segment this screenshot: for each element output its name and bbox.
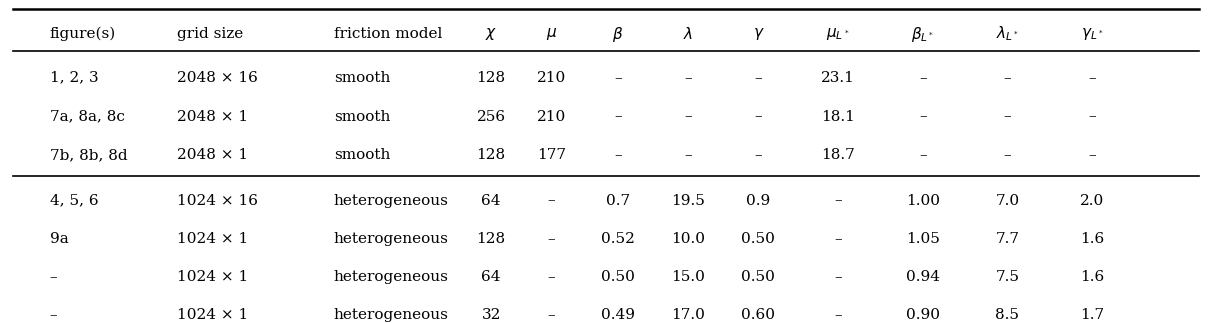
Text: –: – [755, 109, 762, 123]
Text: –: – [614, 109, 622, 123]
Text: 1.05: 1.05 [905, 233, 939, 246]
Text: 64: 64 [481, 270, 501, 284]
Text: –: – [614, 71, 622, 85]
Text: 0.60: 0.60 [742, 308, 776, 322]
Text: 0.49: 0.49 [601, 308, 635, 322]
Text: 18.7: 18.7 [822, 149, 854, 162]
Text: 4, 5, 6: 4, 5, 6 [50, 193, 98, 208]
Text: $\lambda_{L^*}$: $\lambda_{L^*}$ [996, 25, 1019, 43]
Text: 177: 177 [537, 149, 566, 162]
Text: –: – [1004, 149, 1011, 162]
Text: 2048 × 1: 2048 × 1 [177, 149, 247, 162]
Text: 210: 210 [537, 71, 566, 85]
Text: smooth: smooth [335, 149, 390, 162]
Text: 64: 64 [481, 193, 501, 208]
Text: 2048 × 1: 2048 × 1 [177, 109, 247, 123]
Text: friction model: friction model [335, 27, 442, 41]
Text: –: – [919, 109, 927, 123]
Text: 17.0: 17.0 [671, 308, 705, 322]
Text: $\mu_{L^*}$: $\mu_{L^*}$ [827, 26, 850, 42]
Text: 18.1: 18.1 [822, 109, 856, 123]
Text: –: – [685, 149, 692, 162]
Text: heterogeneous: heterogeneous [335, 308, 448, 322]
Text: –: – [755, 149, 762, 162]
Text: 1.6: 1.6 [1080, 233, 1104, 246]
Text: –: – [834, 233, 842, 246]
Text: smooth: smooth [335, 109, 390, 123]
Text: 1, 2, 3: 1, 2, 3 [50, 71, 98, 85]
Text: 7.7: 7.7 [995, 233, 1019, 246]
Text: 1024 × 1: 1024 × 1 [177, 270, 248, 284]
Text: 0.9: 0.9 [747, 193, 771, 208]
Text: –: – [1004, 71, 1011, 85]
Text: –: – [685, 109, 692, 123]
Text: heterogeneous: heterogeneous [335, 270, 448, 284]
Text: 0.50: 0.50 [742, 233, 776, 246]
Text: 2048 × 16: 2048 × 16 [177, 71, 258, 85]
Text: $\gamma$: $\gamma$ [753, 26, 765, 42]
Text: $\lambda$: $\lambda$ [684, 26, 693, 42]
Text: heterogeneous: heterogeneous [335, 233, 448, 246]
Text: 1.6: 1.6 [1080, 270, 1104, 284]
Text: 128: 128 [476, 71, 505, 85]
Text: 0.50: 0.50 [601, 270, 635, 284]
Text: $\beta_{L^*}$: $\beta_{L^*}$ [911, 25, 934, 44]
Text: figure(s): figure(s) [50, 27, 116, 41]
Text: $\mu$: $\mu$ [545, 26, 558, 42]
Text: 0.52: 0.52 [601, 233, 635, 246]
Text: 128: 128 [476, 149, 505, 162]
Text: 7.5: 7.5 [995, 270, 1019, 284]
Text: 2.0: 2.0 [1080, 193, 1104, 208]
Text: –: – [755, 71, 762, 85]
Text: heterogeneous: heterogeneous [335, 193, 448, 208]
Text: 7b, 8b, 8d: 7b, 8b, 8d [50, 149, 127, 162]
Text: 23.1: 23.1 [822, 71, 856, 85]
Text: 1.7: 1.7 [1080, 308, 1104, 322]
Text: 1024 × 1: 1024 × 1 [177, 308, 248, 322]
Text: smooth: smooth [335, 71, 390, 85]
Text: 1024 × 1: 1024 × 1 [177, 233, 248, 246]
Text: 128: 128 [476, 233, 505, 246]
Text: 32: 32 [481, 308, 501, 322]
Text: –: – [614, 149, 622, 162]
Text: –: – [1088, 71, 1096, 85]
Text: –: – [50, 308, 57, 322]
Text: 1.00: 1.00 [905, 193, 939, 208]
Text: 0.90: 0.90 [905, 308, 939, 322]
Text: 256: 256 [476, 109, 505, 123]
Text: –: – [834, 308, 842, 322]
Text: 7a, 8a, 8c: 7a, 8a, 8c [50, 109, 125, 123]
Text: 10.0: 10.0 [671, 233, 705, 246]
Text: –: – [919, 71, 927, 85]
Text: $\beta$: $\beta$ [612, 25, 624, 44]
Text: 15.0: 15.0 [671, 270, 705, 284]
Text: $\gamma_{L^*}$: $\gamma_{L^*}$ [1081, 26, 1103, 42]
Text: 1024 × 16: 1024 × 16 [177, 193, 258, 208]
Text: –: – [1004, 109, 1011, 123]
Text: 7.0: 7.0 [995, 193, 1019, 208]
Text: $\chi$: $\chi$ [485, 26, 497, 42]
Text: –: – [1088, 109, 1096, 123]
Text: –: – [685, 71, 692, 85]
Text: 19.5: 19.5 [671, 193, 705, 208]
Text: grid size: grid size [177, 27, 242, 41]
Text: –: – [50, 270, 57, 284]
Text: –: – [834, 193, 842, 208]
Text: –: – [548, 233, 555, 246]
Text: 210: 210 [537, 109, 566, 123]
Text: –: – [834, 270, 842, 284]
Text: 0.50: 0.50 [742, 270, 776, 284]
Text: –: – [548, 270, 555, 284]
Text: –: – [919, 149, 927, 162]
Text: 8.5: 8.5 [995, 308, 1019, 322]
Text: 0.94: 0.94 [905, 270, 939, 284]
Text: 9a: 9a [50, 233, 69, 246]
Text: –: – [1088, 149, 1096, 162]
Text: 0.7: 0.7 [606, 193, 630, 208]
Text: –: – [548, 193, 555, 208]
Text: –: – [548, 308, 555, 322]
